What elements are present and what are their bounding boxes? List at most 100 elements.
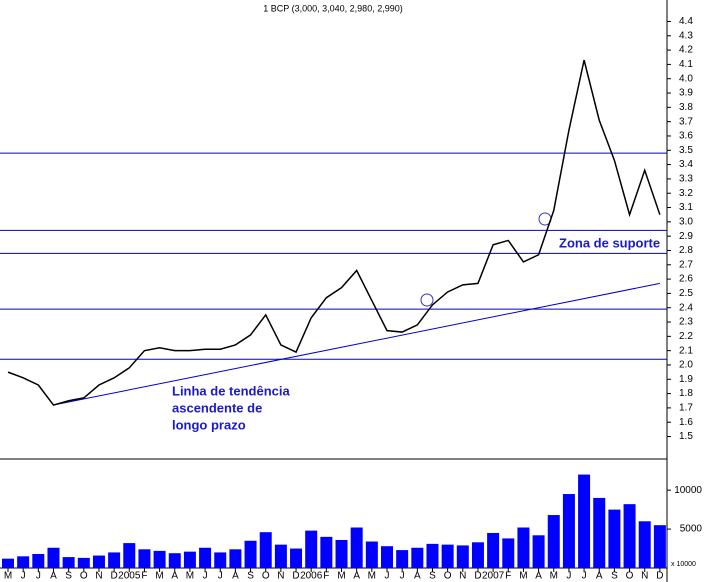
marker-icon [420,293,434,307]
x-tick-label: 2006 [300,571,323,582]
volume-bar [17,556,30,568]
x-tick-label: S [429,571,436,582]
x-tick-label: J [582,571,587,582]
x-tick-label: 2005 [118,571,141,582]
y-tick-label: 3.7 [679,116,693,127]
x-tick-label: F [323,571,329,582]
y-tick-label: 3.3 [679,174,693,185]
volume-bar [593,497,606,568]
x-tick-label: N [95,571,102,582]
y-tick-label: 2.5 [679,288,693,299]
x-tick-label: S [65,571,72,582]
x-tick-label: O [262,571,270,582]
annotation: longo prazo [172,417,246,432]
volume-bar [350,527,363,568]
x-tick-label: S [611,571,618,582]
annotation: Zona de suporte [559,235,660,250]
volume-bar [517,527,530,568]
y-tick-label: 2.3 [679,317,693,328]
volume-bar [199,547,212,568]
y-tick-label: 3.5 [679,145,693,156]
x-tick-label: 2007 [482,571,505,582]
x-tick-label: D [111,571,118,582]
y-tick-label: 4.3 [679,30,693,41]
annotation: Linha de tendência [172,383,291,398]
y-tick-label: 2.0 [679,360,693,371]
x-tick-label: J [400,571,405,582]
annotation: ascendente de [172,400,262,415]
x-tick-label: N [277,571,284,582]
volume-bar [138,549,151,568]
volume-bar [168,553,181,568]
y-tick-label: 1.8 [679,388,693,399]
y-tick-label: 2.4 [679,302,693,313]
price-line [7,59,661,406]
volume-bar [214,552,227,568]
volume-bar [62,557,75,568]
volume-bar [274,544,287,568]
volume-bar [92,555,105,568]
x-tick-label: A [535,571,542,582]
volume-bar [653,525,666,568]
x-tick-label: M [337,571,345,582]
x-tick-label: M [368,571,376,582]
y-tick-label: 3.6 [679,131,693,142]
x-tick-label: A [353,571,360,582]
volume-bar [487,532,500,568]
y-tick-label: 3.0 [679,216,693,227]
x-tick-label: N [641,571,648,582]
volume-bar [229,549,242,568]
volume-bar [623,504,636,568]
y-tick-label: 4.1 [679,59,693,70]
trendline [53,282,660,406]
y-tick-label: 2.2 [679,331,693,342]
x-tick-label: O [80,571,88,582]
volume-bar [578,474,591,568]
y-tick-label: 1.6 [679,417,693,428]
volume-bar [183,551,196,568]
volume-bar [259,532,272,568]
volume-bar [153,550,166,568]
volume-bar [244,540,257,568]
volume-bar [32,553,45,568]
volume-bar [335,539,348,568]
volume-bar [123,543,136,568]
x-tick-label: M [519,571,527,582]
volume-bar [441,544,454,568]
y-tick-label: 4.0 [679,73,693,84]
x-tick-label: N [459,571,466,582]
x-tick-label: F [505,571,511,582]
x-tick-label: J [36,571,41,582]
y-tick-label: 2.9 [679,231,693,242]
y-tick-label: 3.8 [679,102,693,113]
volume-bar [456,545,469,568]
y-tick-label: 1.7 [679,403,693,414]
y-tick-label: 3.4 [679,159,693,170]
volume-bar [320,536,333,568]
x-tick-label: M [186,571,194,582]
y-tick-label: 1.9 [679,374,693,385]
volume-bar [365,541,378,568]
y2-axis-label: x 10000 [671,561,696,568]
chart-title: 1 BCP (3,000, 3,040, 2,980, 2,990) [263,3,402,13]
volume-bar [426,543,439,568]
x-tick-label: J [218,571,223,582]
volume-bar [411,547,424,568]
x-tick-label: D [292,571,299,582]
volume-bar [290,548,303,568]
volume-bar [608,509,621,568]
volume-bar [47,547,60,568]
x-tick-label: J [21,571,26,582]
volume-bar [381,546,393,568]
x-tick-label: A [596,571,603,582]
x-tick-label: A [414,571,421,582]
y2-tick-label: 10000 [674,485,702,496]
y-tick-label: 3.2 [679,188,693,199]
volume-bar [77,557,90,568]
x-tick-label: M [4,571,12,582]
volume-bar [396,550,409,568]
x-tick-label: J [203,571,208,582]
y-tick-label: 3.9 [679,88,693,99]
